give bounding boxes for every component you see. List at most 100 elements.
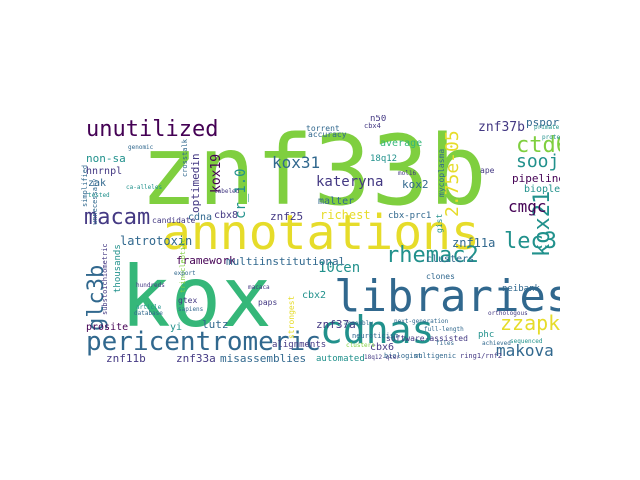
word-libraries: libraries: [334, 271, 560, 322]
word-trinucleotide: trinucleotide: [179, 238, 187, 293]
word-znf37b: znf37b: [478, 120, 525, 135]
word-zzapk: zzapk: [500, 311, 560, 335]
word-2-75e-05: 2.75e-05: [442, 130, 463, 217]
word-cbx6: cbx6: [370, 342, 395, 353]
word-lec3: lec3: [504, 229, 557, 254]
word-thousands: thousands: [113, 244, 123, 293]
word-unutilized: unutilized: [86, 117, 219, 142]
word-cdnas: cdnas: [320, 308, 435, 352]
word-clusters-small: clusters: [346, 342, 375, 349]
word-hundreds: hundreds: [136, 282, 165, 289]
word-average: average: [380, 138, 423, 149]
word-candidate: candidate: [152, 216, 196, 225]
word-achieved: achieved: [482, 340, 511, 347]
word-misassemblies: misassemblies: [220, 352, 307, 365]
word-malter: malter: [318, 196, 355, 207]
word-genomic: genomic: [128, 144, 154, 151]
word-optimedin: optimedin: [189, 153, 202, 213]
word-soojin: soojin: [516, 151, 560, 172]
word-full-length: full-length: [424, 326, 464, 333]
word-yi: yi: [170, 322, 183, 333]
word-cloud: kox znf33b annotations libraries cdnas p…: [80, 115, 560, 365]
word-multigenic: multigenic: [414, 352, 457, 360]
word-biologist: biologist: [384, 352, 422, 360]
word-znf37a: znf37a: [316, 318, 356, 331]
word-18q12: 18q12: [370, 154, 398, 164]
word-unnecessary: unnecessary: [91, 178, 99, 225]
word-accuracy: accuracy: [308, 130, 347, 139]
word-annotations: annotations: [162, 205, 480, 261]
word-tested: tested: [88, 192, 110, 199]
word-cmgc: cmgc: [508, 197, 547, 216]
word-prosite: prosite: [86, 322, 129, 333]
word-next-generation: next-generation: [394, 318, 449, 325]
word-substoichiometric: substoichiometric: [101, 243, 109, 315]
word-cbx8: cbx8: [214, 210, 239, 221]
word-cbx4: cbx4: [364, 122, 381, 130]
word-hnrnpl: hnrnpl: [86, 166, 123, 177]
word-lutz: lutz: [202, 318, 229, 331]
word-gist: gist: [435, 213, 444, 233]
word-orthologous: orthologous: [488, 310, 528, 317]
word-multiinstitutional: multiinstitutional: [226, 255, 346, 268]
word-kox2: kox2: [402, 178, 429, 191]
word-database: database: [134, 310, 163, 317]
word-strongest: strongest: [287, 295, 296, 339]
word-proteome: proteome: [542, 134, 560, 141]
word-simplified: simplified: [81, 164, 89, 207]
word-znf33a: znf33a: [176, 352, 216, 365]
word-18q12-qter: 18q12-qter: [364, 354, 401, 361]
word-non-sa: non-sa: [86, 152, 126, 165]
word-torrent: torrent: [306, 124, 340, 133]
word-article: article: [136, 304, 162, 311]
word-macam: macam: [84, 205, 151, 230]
word-n50: n50: [370, 115, 387, 124]
word-ca-alleles: ca-alleles: [126, 184, 163, 191]
word-ape: ape: [480, 166, 495, 175]
word-pericentromeric: pericentromeric: [86, 327, 321, 357]
word-software-assisted: software-assisted: [386, 334, 468, 343]
word-automated: automated: [316, 354, 365, 364]
word-mycoplasma: mycoplasma: [437, 148, 446, 197]
word-kox: kox: [120, 248, 272, 346]
word-cbx-prc1: cbx-prc1: [388, 211, 432, 221]
word-neibank: neibank: [502, 284, 540, 294]
word-znf11a: znf11a: [452, 236, 496, 250]
word-framework: framework: [176, 254, 236, 267]
word-bioplex: bioplex: [524, 184, 560, 195]
word-rhemac2: rhemac2: [386, 243, 479, 268]
word-ctd6: ctd6: [516, 133, 560, 158]
word-primate: primate: [534, 124, 560, 131]
word-znf25: znf25: [270, 210, 304, 223]
word-cdna: cdna: [188, 212, 213, 223]
word-pipelines: pipelines: [512, 172, 560, 185]
word-ring1-rnf2: ring1/rnf2: [460, 352, 503, 360]
word-makova: makova: [496, 341, 554, 360]
word-zak: zak: [88, 178, 107, 189]
word-10cen: 10cen: [318, 260, 361, 276]
word-labeled: labeled: [214, 188, 240, 195]
word-psport1: psport1: [526, 116, 560, 129]
word-znf33b: znf33b: [140, 115, 487, 227]
word-phc: phc: [478, 330, 495, 340]
word-clusters: clusters: [426, 254, 475, 265]
word-gtex: gtex: [178, 296, 198, 305]
word-files: files: [436, 340, 455, 347]
word-cbx2: cbx2: [302, 290, 327, 301]
word-kateryna: kateryna: [316, 174, 384, 190]
word-paps: paps: [258, 298, 278, 307]
word-znf11b: znf11b: [106, 352, 146, 365]
word-neuroticism: neuroticism: [352, 332, 399, 340]
word-crosstalk: crosstalk: [181, 139, 189, 177]
word-export: export: [174, 270, 196, 277]
word-assembly: assembly: [344, 320, 373, 327]
word-latrotoxin: latrotoxin: [120, 234, 193, 248]
word-mol16: mol16: [398, 170, 417, 177]
word-richest: richest: [320, 208, 371, 222]
word-clones: clones: [426, 272, 455, 281]
word-sapiens: sapiens: [178, 306, 204, 313]
word-alignments: alignments: [272, 340, 327, 350]
word-sequenced: sequenced: [510, 338, 543, 345]
word-macaca: macaca: [248, 284, 270, 291]
word-kox31: kox31: [272, 153, 321, 172]
